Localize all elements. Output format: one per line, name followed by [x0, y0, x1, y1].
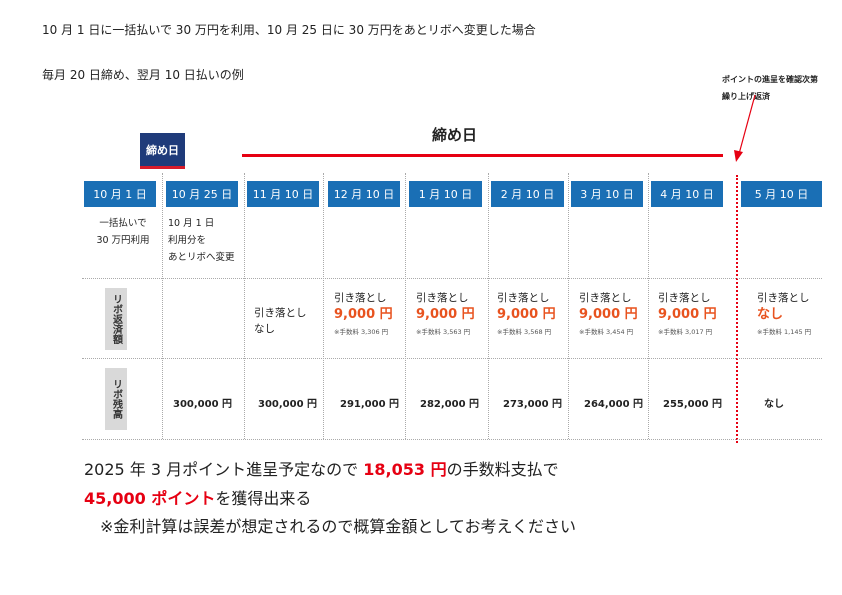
- summary-disclaimer: ※金利計算は誤差が想定されるので概算金額としてお考えください: [100, 517, 576, 536]
- payment-fee: ※手数料 1,145 円: [757, 328, 812, 336]
- date-mar-10: 3 月 10 日: [571, 181, 643, 207]
- payment-label: 引き落とし: [334, 292, 387, 304]
- header-line-1: 10 月 1 日に一括払いで 30 万円を利用、10 月 25 日に 30 万円…: [42, 23, 536, 37]
- payment-fee: ※手数料 3,563 円: [416, 328, 471, 336]
- balance-jan: 282,000 円: [420, 399, 480, 410]
- payment-jan: 引き落とし 9,000 円 ※手数料 3,563 円: [416, 290, 475, 340]
- closing-period-line: [242, 154, 723, 157]
- payment-feb: 引き落とし 9,000 円 ※手数料 3,568 円: [497, 290, 556, 340]
- column-separator: [405, 173, 406, 439]
- date-oct-1: 10 月 1 日: [84, 181, 156, 207]
- payment-amount: なし: [254, 323, 275, 335]
- payment-fee: ※手数料 3,017 円: [658, 328, 713, 336]
- summary-text: の手数料支払で: [446, 460, 559, 479]
- column-separator: [244, 173, 245, 439]
- desc-line: 一括払いで: [99, 218, 147, 229]
- payment-label: 引き落とし: [757, 292, 810, 304]
- payment-label: 引き落とし: [579, 292, 632, 304]
- desc-oct-1: 一括払いで 30 万円利用: [95, 215, 151, 249]
- row-separator: [82, 439, 822, 440]
- balance-may: なし: [764, 399, 784, 410]
- closing-day-box: 締め日: [140, 133, 185, 169]
- annotation-line-2: 繰り上げ返済: [722, 92, 770, 101]
- balance-dec: 291,000 円: [340, 399, 400, 410]
- date-oct-25: 10 月 25 日: [166, 181, 238, 207]
- row-separator: [82, 358, 822, 359]
- column-separator: [162, 173, 163, 439]
- annotation-line-1: ポイントの進呈を確認次第: [722, 75, 818, 84]
- payment-dec: 引き落とし 9,000 円 ※手数料 3,306 円: [334, 290, 393, 340]
- row-label-balance: リボ残高: [105, 368, 127, 430]
- summary-points: 45,000 ポイント: [84, 489, 216, 508]
- date-may-10: 5 月 10 日: [741, 181, 822, 207]
- balance-feb: 273,000 円: [503, 399, 563, 410]
- desc-line: 利用分を: [168, 235, 207, 246]
- balance-apr: 255,000 円: [663, 399, 723, 410]
- payment-label: 引き落とし: [254, 307, 307, 319]
- desc-line: 30 万円利用: [96, 235, 150, 246]
- payment-amount: 9,000 円: [658, 307, 717, 322]
- summary-line-1: 2025 年 3 月ポイント進呈予定なので 18,053 円の手数料支払で: [84, 456, 559, 480]
- date-dec-10: 12 月 10 日: [328, 181, 400, 207]
- payment-mar: 引き落とし 9,000 円 ※手数料 3,454 円: [579, 290, 638, 340]
- payment-amount: 9,000 円: [416, 307, 475, 322]
- desc-line: あとリボへ変更: [168, 252, 235, 263]
- payment-nov: 引き落とし なし: [254, 305, 307, 337]
- summary-line-2: 45,000 ポイントを獲得出来る: [84, 485, 311, 509]
- balance-oct-25: 300,000 円: [173, 399, 233, 410]
- date-apr-10: 4 月 10 日: [651, 181, 723, 207]
- header-line-2: 毎月 20 日締め、翌月 10 日払いの例: [42, 68, 244, 82]
- payment-amount: 9,000 円: [579, 307, 638, 322]
- column-separator: [648, 173, 649, 439]
- row-separator: [82, 278, 822, 279]
- annotation-arrow-icon: [734, 94, 756, 162]
- payment-label: 引き落とし: [658, 292, 711, 304]
- column-separator: [568, 173, 569, 439]
- payment-label: 引き落とし: [416, 292, 469, 304]
- balance-nov: 300,000 円: [258, 399, 318, 410]
- payment-amount: 9,000 円: [334, 307, 393, 322]
- column-separator: [488, 173, 489, 439]
- desc-oct-25: 10 月 1 日 利用分を あとリボへ変更: [168, 215, 235, 266]
- desc-line: 10 月 1 日: [168, 218, 215, 229]
- summary-text: 2025 年 3 月ポイント進呈予定なので: [84, 460, 364, 479]
- date-nov-10: 11 月 10 日: [247, 181, 319, 207]
- payment-may: 引き落とし なし ※手数料 1,145 円: [757, 290, 811, 340]
- payment-fee: ※手数料 3,306 円: [334, 328, 389, 336]
- payment-amount: なし: [757, 307, 784, 322]
- summary-fee-total: 18,053 円: [363, 460, 447, 479]
- summary-text: を獲得出来る: [215, 489, 312, 508]
- row-label-payment: リボ返済額: [105, 288, 127, 350]
- balance-mar: 264,000 円: [584, 399, 644, 410]
- date-jan-10: 1 月 10 日: [409, 181, 482, 207]
- payment-label: 引き落とし: [497, 292, 550, 304]
- payment-apr: 引き落とし 9,000 円 ※手数料 3,017 円: [658, 290, 717, 340]
- payment-fee: ※手数料 3,568 円: [497, 328, 552, 336]
- column-separator: [323, 173, 324, 439]
- annotation: ポイントの進呈を確認次第 繰り上げ返済: [722, 71, 818, 105]
- date-feb-10: 2 月 10 日: [491, 181, 564, 207]
- payment-amount: 9,000 円: [497, 307, 556, 322]
- closing-period-label: 締め日: [432, 126, 478, 144]
- early-repayment-line: [736, 175, 738, 443]
- payment-fee: ※手数料 3,454 円: [579, 328, 634, 336]
